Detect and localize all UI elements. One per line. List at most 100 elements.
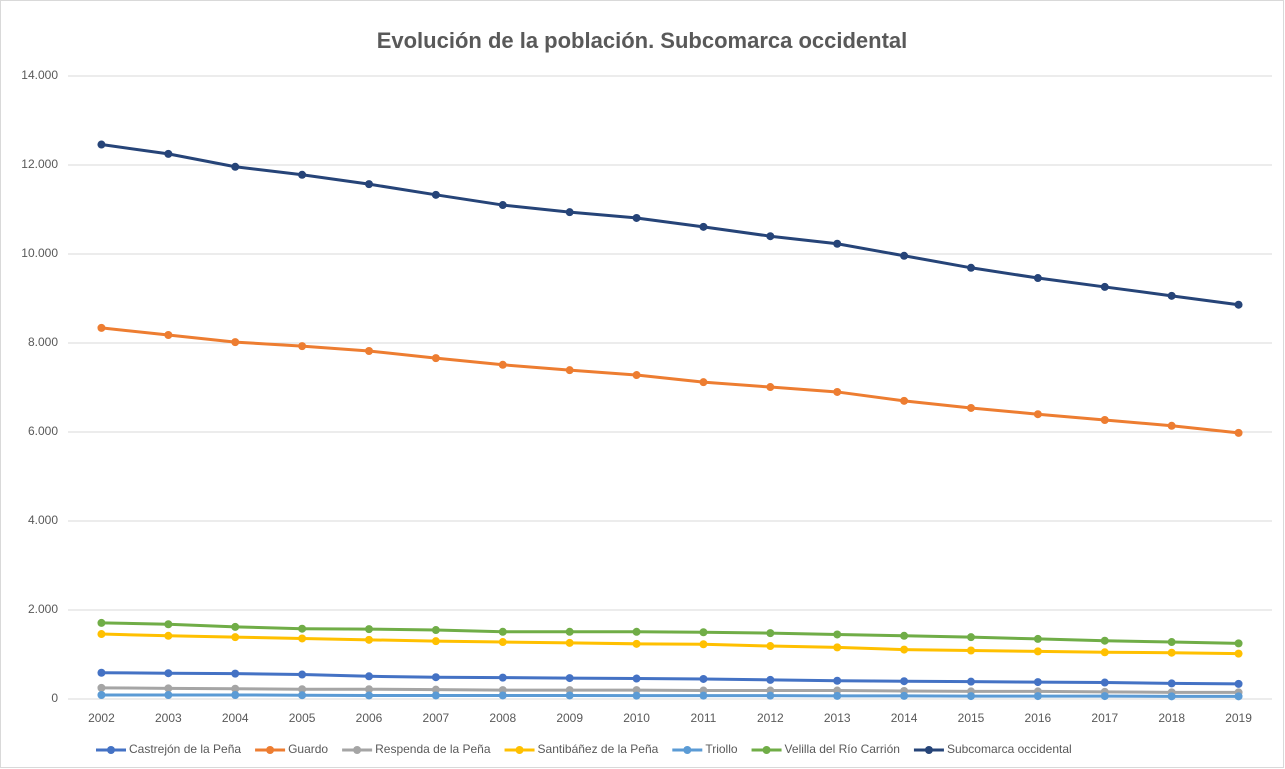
data-point <box>431 691 440 700</box>
data-point <box>1234 649 1243 658</box>
x-tick-label: 2011 <box>691 711 717 725</box>
data-point <box>231 162 240 171</box>
data-point <box>164 149 173 158</box>
data-point <box>298 170 307 179</box>
data-point <box>967 263 975 272</box>
data-point <box>231 690 240 699</box>
data-point <box>97 630 106 639</box>
data-point <box>699 628 708 637</box>
data-point <box>431 685 440 694</box>
data-point <box>97 323 106 332</box>
data-point <box>97 140 106 149</box>
data-point <box>1234 692 1243 701</box>
data-point <box>97 690 106 699</box>
data-point <box>565 208 574 217</box>
data-point <box>431 673 440 682</box>
data-point <box>565 638 574 647</box>
data-point <box>565 674 574 683</box>
data-point <box>1033 274 1042 283</box>
data-point <box>298 685 307 694</box>
data-point <box>298 691 307 700</box>
x-tick-label: 2002 <box>88 711 115 725</box>
data-point <box>365 685 373 694</box>
data-point <box>766 232 775 241</box>
data-point <box>365 180 373 189</box>
legend-label: Triollo <box>705 742 738 756</box>
data-point <box>431 626 440 635</box>
y-tick-label: 4.000 <box>28 513 58 527</box>
x-tick-label: 2014 <box>891 711 918 725</box>
data-point <box>1100 678 1109 687</box>
legend-label: Respenda de la Peña <box>375 742 491 756</box>
data-point <box>1100 636 1109 645</box>
data-point <box>164 631 173 640</box>
data-point <box>231 684 240 693</box>
data-point <box>498 638 507 647</box>
data-point <box>1100 648 1109 657</box>
data-point <box>1167 638 1176 647</box>
data-point <box>900 677 909 686</box>
data-point <box>1167 679 1176 688</box>
data-point <box>699 378 708 387</box>
y-tick-label: 0 <box>51 691 58 705</box>
data-point <box>632 639 641 648</box>
series-line <box>101 632 1239 656</box>
data-point <box>833 630 842 639</box>
data-point <box>1033 634 1042 643</box>
data-point <box>1167 648 1176 657</box>
legend-label: Castrejón de la Peña <box>129 742 241 756</box>
y-tick-label: 14.000 <box>21 68 58 82</box>
series-line <box>101 143 1239 307</box>
y-tick-label: 12.000 <box>21 157 58 171</box>
legend-label: Velilla del Río Carrión <box>785 742 900 756</box>
data-point <box>632 686 641 695</box>
data-point <box>1167 421 1176 430</box>
data-point <box>1033 410 1042 419</box>
data-point <box>833 691 842 700</box>
y-tick-label: 6.000 <box>28 424 58 438</box>
data-point <box>1234 428 1243 437</box>
data-point <box>766 642 775 651</box>
legend-marker <box>266 746 275 754</box>
data-point <box>1167 291 1176 300</box>
data-point <box>900 645 909 654</box>
data-point <box>231 338 240 347</box>
data-point <box>431 637 440 646</box>
legend-label: Guardo <box>288 742 328 756</box>
x-tick-label: 2004 <box>222 711 249 725</box>
data-point <box>565 691 574 700</box>
x-tick-label: 2012 <box>757 711 784 725</box>
data-point <box>967 403 975 412</box>
series-line <box>101 693 1239 698</box>
data-point <box>298 624 307 633</box>
x-tick-label: 2007 <box>423 711 450 725</box>
data-point <box>967 692 975 701</box>
data-point <box>231 633 240 642</box>
data-point <box>967 633 975 642</box>
data-point <box>833 239 842 248</box>
x-tick-label: 2008 <box>489 711 516 725</box>
legend-marker <box>515 746 524 754</box>
data-point <box>298 634 307 643</box>
series-line <box>101 671 1239 686</box>
legend-marker <box>683 746 692 754</box>
data-point <box>431 190 440 199</box>
data-point <box>298 342 307 351</box>
data-point <box>632 213 641 222</box>
x-tick-label: 2003 <box>155 711 182 725</box>
data-point <box>565 627 574 636</box>
x-tick-label: 2019 <box>1225 711 1252 725</box>
legend-label: Subcomarca occidental <box>947 742 1072 756</box>
x-tick-label: 2017 <box>1091 711 1118 725</box>
data-point <box>1234 679 1243 688</box>
x-tick-label: 2009 <box>556 711 583 725</box>
data-point <box>365 347 373 356</box>
series-line <box>101 686 1239 694</box>
data-point <box>498 691 507 700</box>
series-line <box>101 621 1239 645</box>
data-point <box>97 618 106 627</box>
y-tick-label: 8.000 <box>28 335 58 349</box>
x-tick-label: 2006 <box>356 711 383 725</box>
data-point <box>97 668 106 677</box>
